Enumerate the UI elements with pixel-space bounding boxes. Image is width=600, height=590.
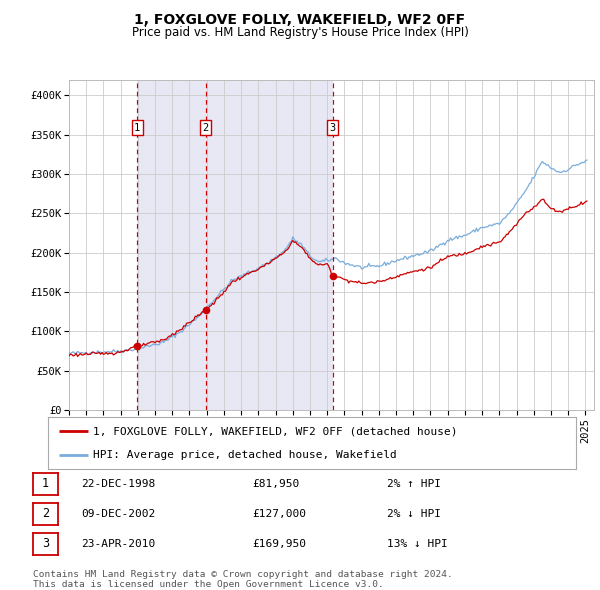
Text: 22-DEC-1998: 22-DEC-1998 — [81, 479, 155, 489]
Text: 3: 3 — [329, 123, 335, 133]
Text: 13% ↓ HPI: 13% ↓ HPI — [387, 539, 448, 549]
Text: 1, FOXGLOVE FOLLY, WAKEFIELD, WF2 0FF (detached house): 1, FOXGLOVE FOLLY, WAKEFIELD, WF2 0FF (d… — [93, 426, 457, 436]
Text: £169,950: £169,950 — [252, 539, 306, 549]
Text: 09-DEC-2002: 09-DEC-2002 — [81, 509, 155, 519]
Text: 2% ↑ HPI: 2% ↑ HPI — [387, 479, 441, 489]
Text: £127,000: £127,000 — [252, 509, 306, 519]
Bar — [206, 80, 332, 410]
Text: 2: 2 — [42, 507, 49, 520]
Text: 2: 2 — [203, 123, 209, 133]
Text: 1: 1 — [42, 477, 49, 490]
Text: Price paid vs. HM Land Registry's House Price Index (HPI): Price paid vs. HM Land Registry's House … — [131, 26, 469, 39]
Text: HPI: Average price, detached house, Wakefield: HPI: Average price, detached house, Wake… — [93, 450, 397, 460]
Text: 3: 3 — [42, 537, 49, 550]
Text: 1, FOXGLOVE FOLLY, WAKEFIELD, WF2 0FF: 1, FOXGLOVE FOLLY, WAKEFIELD, WF2 0FF — [134, 13, 466, 27]
Text: 1: 1 — [134, 123, 140, 133]
Text: Contains HM Land Registry data © Crown copyright and database right 2024.
This d: Contains HM Land Registry data © Crown c… — [33, 570, 453, 589]
Bar — [137, 80, 206, 410]
Text: £81,950: £81,950 — [252, 479, 299, 489]
Text: 23-APR-2010: 23-APR-2010 — [81, 539, 155, 549]
Text: 2% ↓ HPI: 2% ↓ HPI — [387, 509, 441, 519]
